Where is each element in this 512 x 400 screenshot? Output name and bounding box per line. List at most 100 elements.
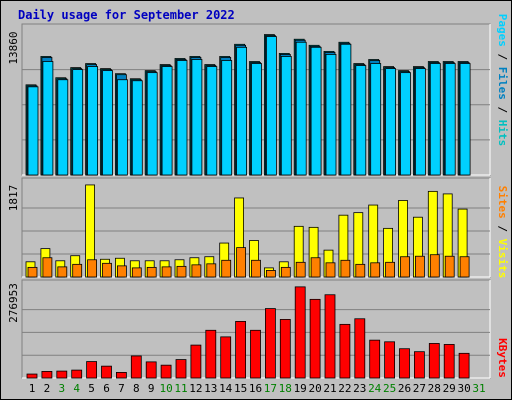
bar-pages: [400, 72, 411, 176]
legend-visits-sites: Sites / Visits: [496, 186, 509, 279]
day-label: 20: [308, 382, 321, 395]
legend-hits-files-pages: Pages / Files / Hits: [496, 14, 509, 147]
bar-kbytes: [116, 372, 127, 379]
bar-pages: [325, 54, 337, 176]
bar-pages: [385, 68, 397, 176]
day-label: 26: [398, 382, 411, 395]
bar-sites: [295, 261, 306, 278]
day-label: 7: [118, 382, 125, 395]
bar-pages: [42, 61, 54, 176]
bar-sites: [42, 257, 53, 278]
bar-sites: [221, 259, 232, 278]
bar-kbytes: [235, 320, 247, 379]
bar-sites: [310, 257, 321, 278]
ymax-label: 276953: [7, 283, 20, 323]
bar-pages: [27, 86, 39, 176]
bar-sites: [265, 270, 276, 278]
graph-title: Daily usage for September 2022: [18, 8, 235, 22]
bar-pages: [57, 79, 69, 176]
bar-sites: [206, 263, 217, 278]
day-label: 24: [368, 382, 382, 395]
bar-kbytes: [250, 329, 261, 379]
bar-pages: [176, 60, 188, 176]
bar-sites: [429, 254, 440, 278]
day-label: 25: [383, 382, 396, 395]
bar-pages: [340, 43, 352, 176]
bar-sites: [117, 265, 127, 278]
bar-kbytes: [413, 351, 425, 379]
bar-pages: [370, 63, 382, 176]
bar-kbytes: [71, 369, 83, 379]
bar-sites: [444, 255, 455, 278]
bar-pages: [459, 63, 471, 176]
bar-sites: [57, 266, 68, 278]
bar-kbytes: [458, 352, 470, 379]
day-label: 18: [279, 382, 292, 395]
bar-kbytes: [160, 364, 172, 379]
bar-kbytes: [399, 348, 410, 379]
bar-kbytes: [443, 344, 455, 379]
day-label: 31: [472, 382, 485, 395]
bar-kbytes: [26, 373, 38, 379]
day-label: 29: [443, 382, 456, 395]
bar-sites: [340, 259, 351, 278]
bar-pages: [236, 46, 248, 176]
bar-pages: [280, 56, 292, 176]
bar-kbytes: [369, 339, 381, 379]
day-label: 16: [249, 382, 262, 395]
bar-sites: [102, 262, 112, 278]
day-label: 11: [174, 382, 187, 395]
bar-sites: [131, 267, 142, 278]
bar-kbytes: [384, 341, 396, 379]
bar-kbytes: [130, 355, 142, 379]
bar-pages: [265, 36, 277, 176]
day-label: 28: [428, 382, 441, 395]
bar-pages: [251, 63, 262, 176]
bar-sites: [414, 255, 425, 278]
ymax-label: 1817: [7, 185, 20, 212]
bar-sites: [161, 266, 172, 278]
day-label: 30: [457, 382, 470, 395]
bar-kbytes: [324, 294, 336, 379]
day-label: 3: [58, 382, 65, 395]
day-label: 10: [159, 382, 172, 395]
bar-kbytes: [56, 370, 68, 379]
bar-sites: [146, 266, 157, 278]
bar-kbytes: [175, 359, 187, 379]
bar-pages: [87, 66, 98, 176]
bar-kbytes: [309, 298, 321, 379]
day-label: 23: [353, 382, 366, 395]
day-label: 1: [29, 382, 36, 395]
bar-sites: [236, 247, 247, 278]
bar-sites: [280, 266, 291, 278]
bar-sites: [72, 263, 83, 278]
bar-pages: [310, 46, 322, 176]
day-label: 8: [133, 382, 140, 395]
bar-sites: [191, 264, 202, 278]
bar-sites: [370, 262, 381, 278]
bar-kbytes: [101, 365, 112, 379]
day-label: 22: [338, 382, 351, 395]
day-label: 17: [264, 382, 277, 395]
bar-kbytes: [205, 329, 217, 379]
bar-pages: [206, 66, 218, 176]
ymax-label: 13860: [7, 31, 20, 64]
bar-pages: [191, 59, 203, 176]
day-label: 6: [103, 382, 110, 395]
bar-sites: [87, 259, 97, 278]
bar-pages: [102, 70, 113, 176]
bar-sites: [176, 265, 187, 278]
bar-kbytes: [190, 344, 202, 379]
day-label: 15: [234, 382, 247, 395]
day-label: 5: [88, 382, 95, 395]
day-label: 2: [44, 382, 51, 395]
bar-pages: [146, 72, 158, 176]
bar-pages: [161, 66, 173, 176]
bar-sites: [385, 261, 396, 278]
day-label: 21: [323, 382, 336, 395]
bar-pages: [444, 63, 456, 176]
day-label: 9: [148, 382, 155, 395]
bar-kbytes: [145, 361, 157, 379]
bar-pages: [414, 68, 426, 176]
